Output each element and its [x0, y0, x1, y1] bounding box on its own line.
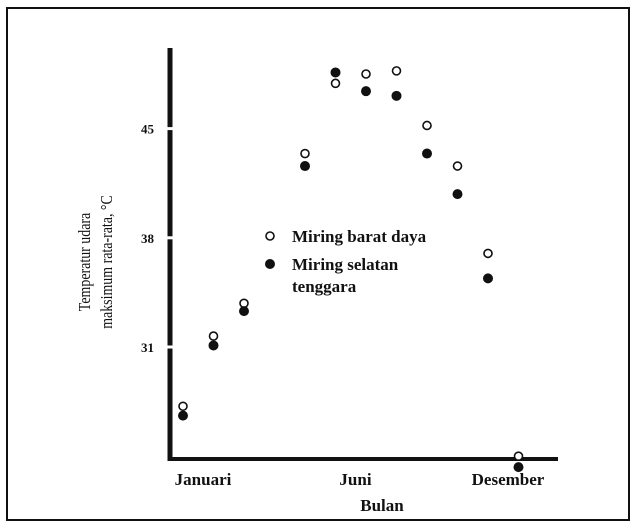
data-point-barat-daya [361, 69, 371, 79]
data-point-selatan-tenggara [300, 161, 310, 172]
x-tick-label: Juni [339, 470, 371, 489]
data-point-barat-daya [422, 120, 432, 131]
y-axis-title-line-2: maksimum rata-rata, °C [98, 195, 117, 329]
x-axis-title: Bulan [360, 496, 404, 515]
data-point-barat-daya [391, 66, 402, 76]
x-tick-labels: Januari Juni Desember [175, 470, 545, 489]
data-point-selatan-tenggara [422, 148, 432, 159]
y-axis-title: Temperatur udara maksimum rata-rata, °C [76, 195, 117, 329]
legend-label: tenggara [292, 277, 357, 296]
data-point-selatan-tenggara [330, 67, 341, 78]
data-point-barat-daya [208, 331, 219, 341]
data-point-selatan-tenggara [513, 462, 524, 473]
data-point-selatan-tenggara [239, 306, 249, 317]
data-point-barat-daya [483, 248, 493, 259]
y-ticks: 31 38 45 [141, 122, 175, 355]
legend-label: Miring barat daya [292, 227, 427, 246]
data-points [178, 66, 524, 473]
data-point-barat-daya [330, 78, 341, 89]
data-point-barat-daya [178, 401, 188, 412]
legend-marker [265, 259, 275, 269]
data-point-selatan-tenggara [483, 273, 493, 284]
x-tick-label: Desember [472, 470, 545, 489]
figure-frame [6, 7, 630, 521]
data-point-barat-daya [452, 161, 463, 171]
x-tick-label: Januari [175, 470, 232, 489]
legend: Miring barat daya Miring selatan tenggara [265, 227, 427, 296]
y-tick-label: 45 [141, 122, 155, 137]
data-point-selatan-tenggara [361, 86, 371, 97]
data-point-selatan-tenggara [208, 340, 219, 351]
y-tick-label: 38 [141, 231, 155, 246]
data-point-selatan-tenggara [178, 410, 188, 421]
legend-marker [265, 231, 275, 241]
data-point-selatan-tenggara [391, 90, 402, 101]
data-point-barat-daya [513, 451, 524, 462]
legend-label: Miring selatan [292, 255, 399, 274]
data-point-selatan-tenggara [452, 189, 463, 200]
y-axis-title-line-1: Temperatur udara [76, 213, 95, 311]
data-point-barat-daya [300, 148, 310, 159]
y-tick-label: 31 [141, 340, 154, 355]
